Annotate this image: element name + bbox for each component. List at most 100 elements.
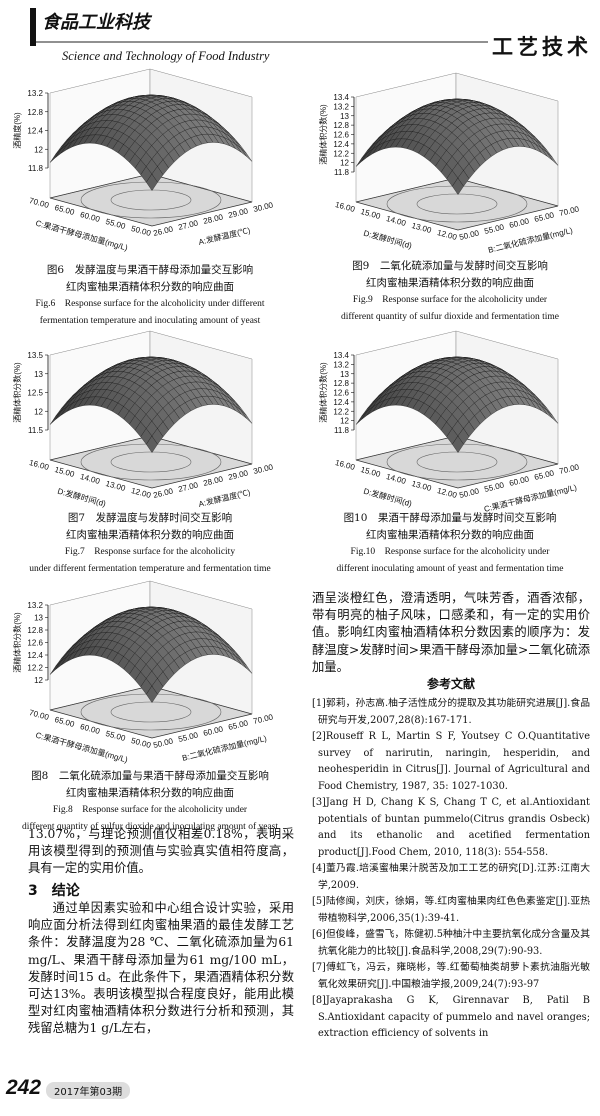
reference: [1]郭莉，孙志高.柚子活性成分的提取及其功能研究进展[J].食品研究与开发,2…: [312, 698, 590, 726]
y-tick-label: 30.00: [252, 200, 274, 214]
z-tick-label: 13.4: [333, 93, 349, 102]
references-heading: 参考文献: [426, 677, 475, 691]
figure-caption-en: different inoculating amount of yeast an…: [336, 564, 564, 574]
z-tick-label: 12.8: [333, 121, 349, 130]
surface-plot: 11.81212.412.813.2酒精度(%)70.0065.0060.005…: [12, 68, 274, 253]
surface-cell: [146, 173, 158, 191]
reference: [2]Rouseff R L, Martin S F, Youtsey C O.…: [312, 731, 590, 792]
section-heading: 3 结论: [28, 883, 80, 899]
y-tick-label: 55.00: [483, 480, 505, 494]
paragraph: 通过单因素实验和中心组合设计实验，采用响应面分析法得到红肉蜜柚果酒的最佳发酵工艺…: [28, 901, 294, 1036]
journal-subtitle: Science and Technology of Food Industry: [62, 49, 270, 63]
x-tick-label: 13.00: [411, 221, 433, 235]
reference: [8]Jayaprakasha G K, Girennavar B, Patil…: [312, 995, 590, 1039]
section-label: 工艺技术: [488, 31, 592, 61]
x-tick-label: 16.00: [334, 458, 356, 472]
x-tick-label: 13.00: [105, 479, 127, 493]
surface-plot: 11.51212.51313.5酒精体积分数(%)16.0015.0014.00…: [12, 330, 274, 509]
z-tick-label: 11.8: [334, 168, 350, 177]
x-tick-label: 12.00: [436, 228, 458, 242]
paragraph: 酒呈淡橙红色，澄清透明，气味芳香，酒香浓郁，带有明亮的柚子风味，口感柔和，有一定…: [312, 591, 590, 674]
x-axis-label: D:发酵时间(d): [362, 486, 413, 509]
z-axis-label: 酒精体积分数(%): [12, 612, 22, 673]
z-tick-label: 13: [34, 370, 43, 379]
contour: [416, 193, 498, 215]
z-tick-label: 12.6: [27, 639, 43, 648]
figure-caption-en: Fig.6 Response surface for the alcoholic…: [35, 299, 265, 309]
figure-caption: 红肉蜜柚果酒精体积分数的响应曲面: [66, 787, 234, 799]
y-axis-label: A:发酵温度(℃): [197, 225, 251, 247]
reference: [6]但俊峰，盛雪飞，陈健初.5种柚汁中主要抗氧化成分含量及其抗氧化能力的比较[…: [312, 929, 590, 957]
z-tick-label: 12.4: [333, 398, 349, 407]
x-tick-label: 50.00: [130, 224, 152, 238]
figure-caption-en: under different fermentation temperature…: [29, 564, 271, 574]
contour: [416, 451, 498, 473]
z-tick-label: 13: [340, 370, 349, 379]
reference: [3]Jang H D, Chang K S, Chang T C, et al…: [312, 797, 590, 858]
z-tick-label: 13.2: [27, 601, 43, 610]
reference: [7]傅虹飞，冯云，雍晓彬，等.红葡萄柚类胡萝卜素抗油脂光敏氧化效果研究[J].…: [312, 962, 590, 990]
figure-caption-en: Fig.8 Response surface for the alcoholic…: [52, 805, 248, 815]
z-tick-label: 12: [34, 676, 43, 685]
y-tick-label: 30.00: [252, 462, 274, 476]
figure-caption: 图9 二氧化硫添加量与发酵时间交互影响: [352, 260, 548, 272]
y-tick-label: 65.00: [533, 210, 555, 224]
z-tick-label: 12.8: [27, 108, 43, 117]
contour: [110, 701, 192, 723]
figure-caption: 红肉蜜柚果酒精体积分数的响应曲面: [66, 529, 234, 541]
z-tick-label: 13.2: [333, 102, 349, 111]
y-tick-label: 29.00: [227, 468, 249, 482]
y-tick-label: 60.00: [202, 724, 224, 738]
y-tick-label: 55.00: [177, 730, 199, 744]
y-tick-label: 26.00: [152, 486, 174, 500]
figure-caption: 红肉蜜柚果酒精体积分数的响应曲面: [366, 529, 534, 541]
z-tick-label: 12.8: [27, 626, 43, 635]
z-tick-label: 13.2: [27, 89, 43, 98]
figure-caption: 图10 果酒干酵母添加量与发酵时间交互影响: [343, 512, 557, 524]
figure-caption: 红肉蜜柚果酒精体积分数的响应曲面: [66, 281, 234, 293]
x-tick-label: 15.00: [54, 465, 76, 479]
y-axis-label: A:发酵温度(℃): [197, 487, 251, 509]
figure-caption-en: fermentation temperature and inoculating…: [39, 316, 261, 326]
x-tick-label: 12.00: [436, 486, 458, 500]
surface-cell: [452, 177, 464, 195]
figure-caption-en: different quantity of sulfur dioxide and…: [341, 312, 559, 322]
y-tick-label: 26.00: [152, 224, 174, 238]
z-tick-label: 13.4: [333, 351, 349, 360]
y-tick-label: 28.00: [202, 212, 224, 226]
surface-cell: [146, 435, 158, 453]
figure-caption: 图8 二氧化硫添加量与果酒干酵母添加量交互影响: [31, 770, 269, 782]
z-axis-label: 酒精度(%): [12, 112, 22, 149]
z-tick-label: 12: [34, 407, 43, 416]
y-tick-label: 70.00: [252, 712, 274, 726]
reference: [5]陆修闽，刘庆，徐娟，等.红肉蜜柚果肉红色色素鉴定[J].亚热带植物科学,2…: [312, 896, 590, 924]
x-tick-label: 16.00: [334, 200, 356, 214]
y-tick-label: 28.00: [202, 474, 224, 488]
x-tick-label: 16.00: [28, 458, 50, 472]
z-tick-label: 12.4: [27, 651, 43, 660]
contour: [110, 451, 192, 473]
y-tick-label: 27.00: [177, 480, 199, 494]
x-tick-label: 15.00: [360, 207, 382, 221]
z-tick-label: 12.5: [27, 389, 43, 398]
z-tick-label: 11.8: [28, 164, 44, 173]
figure-caption-en: different quantity of sulfur dioxide and…: [22, 822, 278, 832]
figure-caption: 图6 发酵温度与果酒干酵母添加量交互影响: [46, 264, 254, 276]
surface-cell: [146, 685, 158, 703]
z-tick-label: 13.5: [27, 351, 43, 360]
page-number: 242: [6, 1076, 42, 1099]
x-tick-label: 12.00: [130, 486, 152, 500]
x-tick-label: 13.00: [411, 479, 433, 493]
x-tick-label: 55.00: [105, 729, 127, 743]
z-tick-label: 13: [340, 112, 349, 121]
z-tick-label: 11.8: [334, 426, 350, 435]
figure-caption: 红肉蜜柚果酒精体积分数的响应曲面: [366, 277, 534, 289]
z-tick-label: 12.6: [333, 131, 349, 140]
y-tick-label: 70.00: [558, 462, 580, 476]
z-tick-label: 12.2: [333, 149, 349, 158]
z-axis-label: 酒精体积分数(%): [12, 362, 22, 423]
paragraph: 13.07%，与理论预测值仅相差0.18%，表明采用该模型得到的预测值与实验真实…: [28, 827, 294, 876]
